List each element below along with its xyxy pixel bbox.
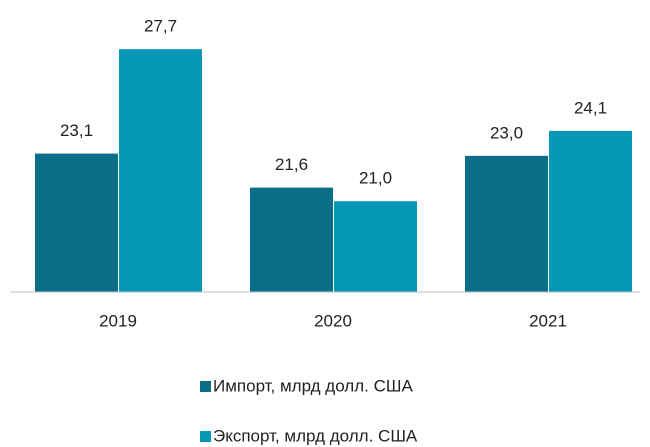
x-tick-label: 2020 — [314, 311, 352, 330]
value-label: 27,7 — [144, 17, 177, 36]
legend-label: Импорт, млрд долл. США — [213, 376, 413, 395]
legend-marker — [200, 381, 211, 392]
value-label: 23,0 — [490, 123, 523, 142]
bar — [119, 49, 202, 292]
bar — [250, 187, 333, 292]
x-tick-label: 2019 — [99, 311, 137, 330]
bar — [35, 153, 118, 292]
bar — [549, 130, 632, 292]
bar — [334, 201, 417, 292]
value-label: 21,0 — [359, 169, 392, 188]
legend-label: Экспорт, млрд долл. США — [213, 426, 418, 445]
x-tick-label: 2021 — [529, 311, 567, 330]
bar — [465, 155, 548, 292]
legend-marker — [200, 431, 211, 442]
value-label: 24,1 — [574, 98, 607, 117]
value-label: 23,1 — [60, 121, 93, 140]
value-label: 21,6 — [275, 155, 308, 174]
